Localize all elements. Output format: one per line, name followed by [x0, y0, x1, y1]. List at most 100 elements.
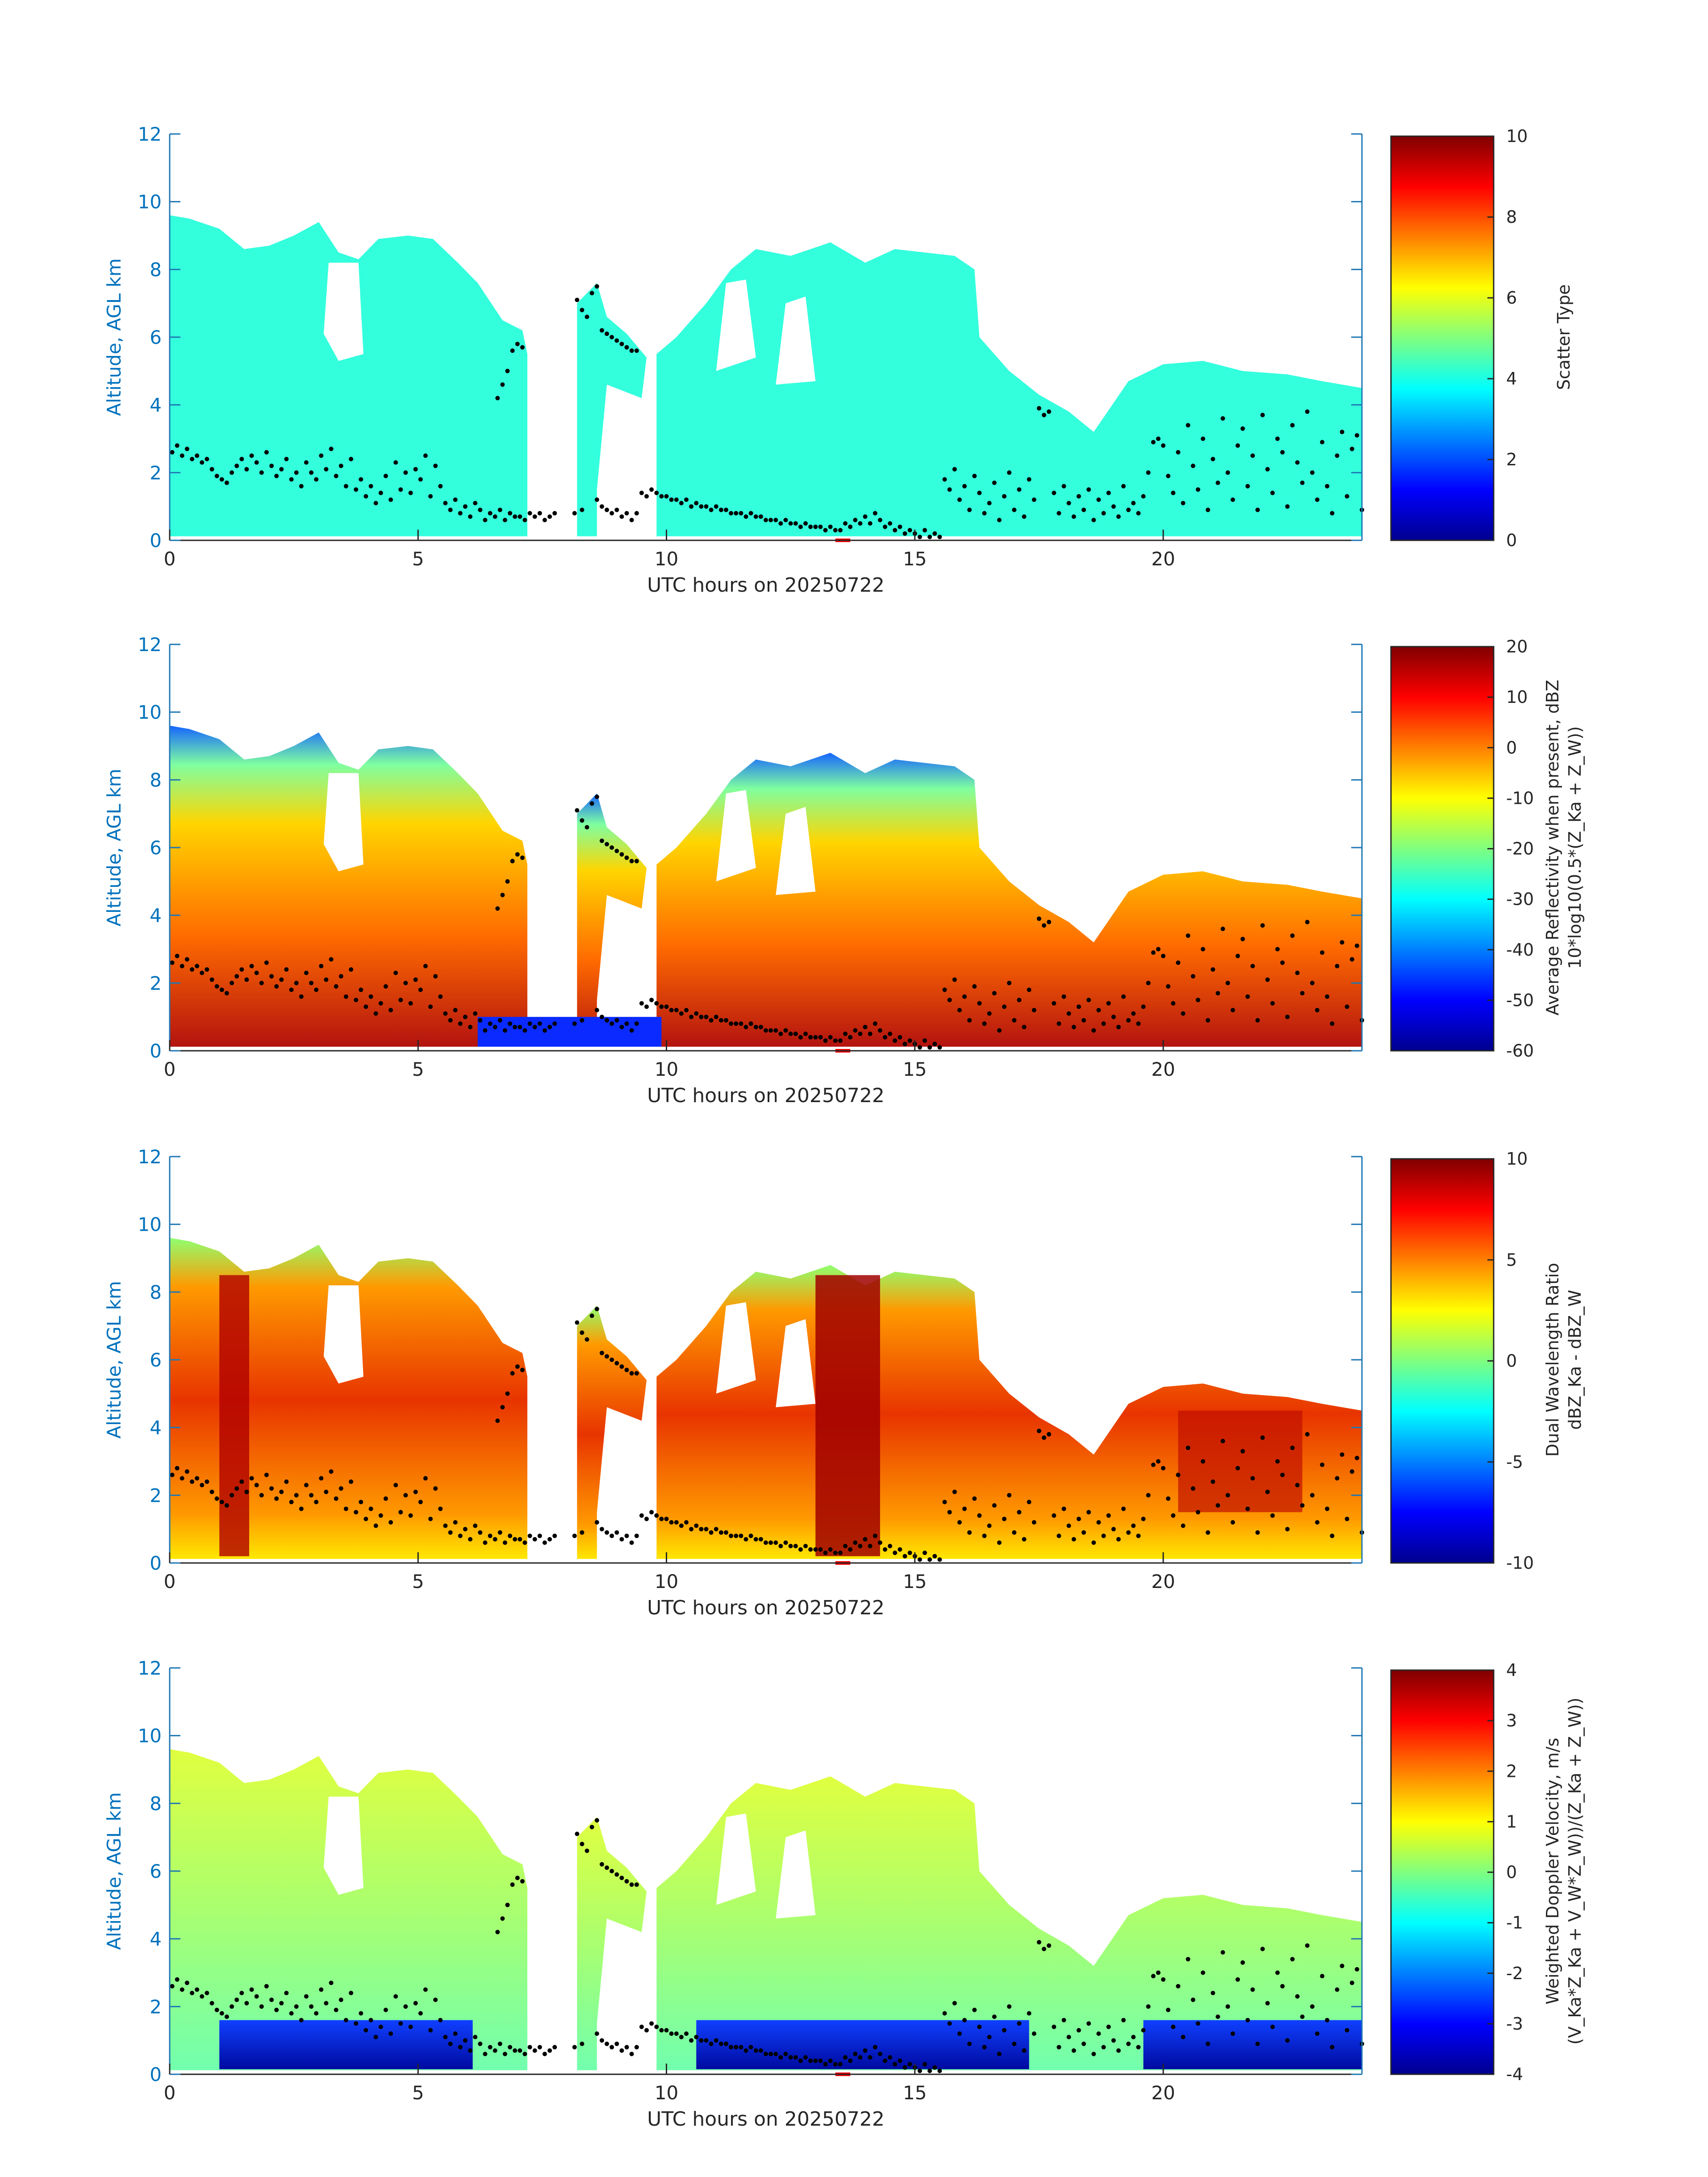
x-tick-label: 5 — [412, 1058, 424, 1080]
cloud-base-point — [378, 2024, 383, 2029]
cloud-base-point — [669, 1008, 674, 1012]
cloud-base-point — [1151, 440, 1156, 445]
cloud-base-point — [1166, 473, 1171, 478]
cloud-base-point — [773, 1540, 778, 1545]
cloud-base-point — [249, 1987, 254, 1992]
colorbar-tick-label: -10 — [1506, 788, 1534, 808]
cloud-base-point — [605, 1865, 609, 1870]
cloud-base-point — [383, 1496, 388, 1501]
cloud-base-point — [1275, 436, 1280, 441]
cloud-base-point — [1270, 1001, 1275, 1006]
colorbar-tick-label: -60 — [1506, 1041, 1534, 1061]
cloud-base-point — [843, 1032, 848, 1036]
cloud-base-point — [230, 981, 234, 986]
cloud-base-point — [547, 514, 552, 519]
cloud-base-point — [294, 2004, 299, 2009]
echo-gap-1 — [323, 1285, 363, 1384]
cloud-base-point — [453, 2031, 458, 2036]
cloud-base-point — [893, 528, 898, 533]
cloud-base-point — [373, 2035, 378, 2039]
cloud-base-point — [773, 1028, 778, 1033]
cloud-base-point — [373, 1011, 378, 1016]
cloud-base-point — [1325, 2018, 1330, 2022]
cloud-base-point — [264, 1472, 269, 1477]
cloud-base-point — [493, 2048, 497, 2053]
cloud-base-point — [917, 535, 922, 539]
cloud-base-point — [634, 1882, 639, 1887]
cloud-base-point — [180, 1987, 184, 1992]
cloud-base-point — [833, 1038, 838, 1043]
high-dwr-region-3 — [1178, 1410, 1303, 1513]
cloud-base-point — [992, 991, 997, 996]
cloud-base-point — [239, 457, 244, 461]
cloud-base-point — [1315, 1008, 1320, 1012]
cloud-base-point — [532, 1537, 537, 1542]
cloud-base-point — [848, 1547, 853, 1552]
surface-gap — [170, 536, 1362, 540]
cloud-base-point — [1320, 1974, 1324, 1979]
cloud-base-point — [510, 1371, 515, 1376]
cloud-base-point — [388, 1520, 393, 1525]
cloud-base-point — [808, 2058, 813, 2063]
cloud-base-point — [428, 494, 433, 499]
echo-region-1 — [170, 1749, 527, 2074]
cloud-base-point — [585, 1337, 589, 1342]
x-axis-title: UTC hours on 20250722 — [647, 2108, 885, 2131]
cloud-base-point — [639, 1001, 644, 1006]
cloud-base-point — [734, 511, 739, 516]
cloud-base-point — [393, 1483, 398, 1488]
cloud-base-point — [714, 504, 718, 509]
cloud-base-point — [1195, 487, 1200, 492]
cloud-base-point — [1057, 1534, 1061, 1538]
cloud-base-point — [803, 1544, 808, 1549]
cloud-base-point — [269, 1997, 274, 2002]
x-tick-label: 10 — [655, 548, 678, 570]
cloud-base-point — [1136, 1534, 1141, 1538]
cloud-base-point — [304, 970, 309, 975]
cloud-base-point — [244, 977, 249, 982]
cloud-base-point — [468, 1024, 473, 1029]
cloud-base-point — [634, 348, 639, 353]
cloud-base-point — [580, 308, 585, 313]
cloud-base-point — [624, 511, 629, 516]
cloud-base-point — [902, 1554, 907, 1559]
cloud-base-point — [1354, 943, 1359, 948]
x-tick-label: 20 — [1151, 1571, 1175, 1592]
cloud-base-point — [778, 1032, 783, 1036]
cloud-base-point — [354, 487, 359, 492]
cloud-base-point — [363, 1004, 368, 1009]
surface-gap — [170, 1046, 1362, 1051]
cloud-base-point — [433, 1997, 438, 2002]
colorbar-tick-label: -50 — [1506, 990, 1534, 1010]
cloud-base-point — [1171, 1513, 1176, 1518]
cloud-base-point — [314, 1500, 319, 1504]
cloud-base-point — [594, 1818, 599, 1823]
y-tick-label: 0 — [150, 1552, 162, 1574]
cloud-base-point — [1181, 1523, 1186, 1528]
cloud-base-point — [532, 1024, 537, 1029]
cloud-base-point — [833, 2062, 838, 2067]
cloud-base-point — [798, 1547, 803, 1552]
cloud-base-point — [823, 2062, 828, 2067]
echo-region-1 — [170, 1238, 527, 1563]
cloud-base-point — [1126, 2041, 1131, 2046]
colorbar-tick-label: 2 — [1506, 450, 1517, 469]
cloud-base-point — [644, 2028, 649, 2033]
cloud-base-point — [502, 1028, 507, 1033]
cloud-base-point — [1225, 470, 1230, 475]
cloud-base-point — [634, 1371, 639, 1376]
cloud-base-point — [1225, 2004, 1230, 2009]
cloud-base-point — [518, 514, 522, 519]
cloud-base-point — [689, 1527, 694, 1532]
cloud-base-point — [428, 1517, 433, 1521]
cloud-base-point — [1211, 1991, 1215, 1995]
cloud-base-point — [383, 984, 388, 989]
cloud-base-point — [1300, 2014, 1305, 2019]
cloud-base-point — [572, 1021, 577, 1026]
cloud-base-point — [1325, 1506, 1330, 1511]
cloud-base-point — [184, 1469, 189, 1474]
cloud-base-point — [338, 1486, 343, 1491]
cloud-base-point — [349, 457, 354, 461]
cloud-base-point — [1335, 1987, 1340, 1992]
